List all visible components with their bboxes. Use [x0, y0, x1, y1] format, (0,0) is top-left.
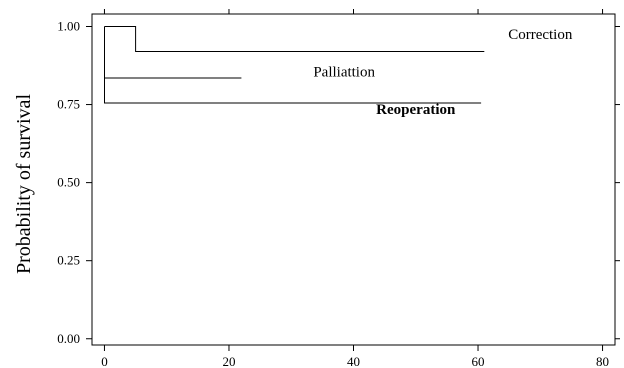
- y-tick-label: 0.00: [57, 331, 80, 346]
- y-tick-label: 0.75: [57, 97, 80, 112]
- series-line-correction: [104, 26, 485, 52]
- x-tick-label: 0: [101, 354, 108, 368]
- y-tick-label: 0.25: [57, 253, 80, 268]
- y-axis-label: Probability of survival: [13, 94, 35, 274]
- series-annotations: Correction Palliattion Reoperation: [313, 27, 573, 118]
- series-line-reoperation: [104, 26, 482, 104]
- series-lines: [104, 26, 485, 104]
- y-axis: 0.00 0.25 0.50 0.75 1.00: [57, 18, 620, 346]
- label-palliattion: Palliattion: [313, 64, 375, 80]
- x-axis: 0 20 40 60 80: [101, 9, 609, 368]
- x-tick-label: 80: [596, 354, 609, 368]
- label-correction: Correction: [508, 27, 573, 43]
- x-tick-label: 60: [472, 354, 485, 368]
- x-tick-label: 20: [222, 354, 235, 368]
- y-tick-label: 0.50: [57, 175, 80, 190]
- label-reoperation: Reoperation: [376, 102, 456, 118]
- x-tick-label: 40: [347, 354, 360, 368]
- y-tick-label: 1.00: [57, 18, 80, 33]
